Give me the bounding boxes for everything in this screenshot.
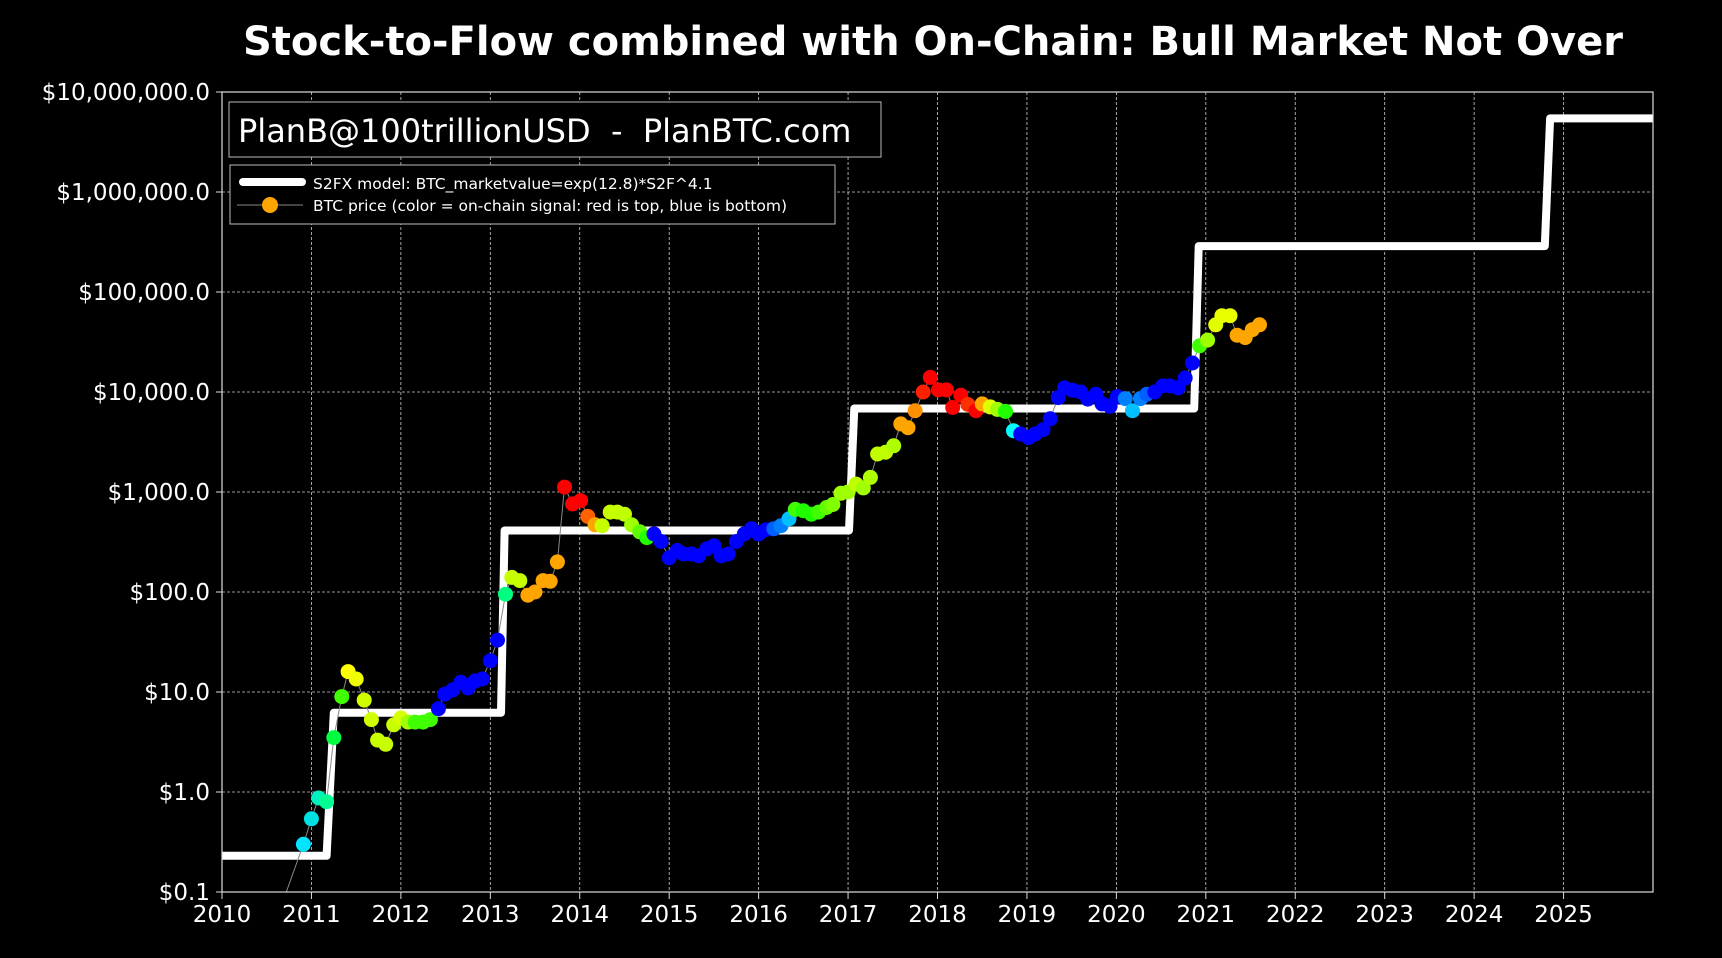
price-point	[474, 671, 490, 687]
price-point	[319, 794, 335, 810]
price-point	[295, 836, 311, 852]
price-point	[363, 712, 379, 728]
price-point	[1200, 332, 1216, 348]
x-tick-label: 2014	[550, 902, 609, 928]
price-point	[1177, 370, 1193, 386]
price-point	[900, 420, 916, 436]
x-tick-label: 2020	[1087, 902, 1146, 928]
y-tick-label: $1,000.0	[108, 480, 210, 506]
price-point	[490, 632, 505, 648]
price-point	[922, 369, 938, 385]
price-point	[907, 403, 923, 419]
price-point	[1035, 422, 1051, 438]
watermark-text: PlanB@100trillionUSD - PlanBTC.com	[238, 112, 851, 150]
price-point	[862, 469, 878, 485]
price-point	[422, 712, 438, 728]
legend-swatch-price-marker	[262, 197, 278, 213]
price-point	[998, 403, 1013, 419]
y-tick-label: $100,000.0	[78, 280, 210, 306]
chart-title: Stock-to-Flow combined with On-Chain: Bu…	[243, 19, 1623, 65]
price-point	[549, 554, 565, 570]
price-point	[512, 573, 528, 589]
x-tick-label: 2013	[461, 902, 520, 928]
x-tick-label: 2024	[1445, 902, 1504, 928]
legend: S2FX model: BTC_marketvalue=exp(12.8)*S2…	[229, 164, 836, 225]
price-point	[1117, 391, 1133, 407]
price-point	[1184, 355, 1200, 371]
price-point	[825, 497, 841, 512]
x-tick-label: 2023	[1355, 902, 1414, 928]
price-point	[886, 438, 902, 454]
x-tick-label: 2016	[729, 902, 788, 928]
x-tick-label: 2025	[1534, 902, 1593, 928]
watermark-box: PlanB@100trillionUSD - PlanBTC.com	[228, 101, 882, 158]
price-point	[303, 811, 319, 827]
y-tick-label: $10.0	[144, 680, 210, 706]
price-point	[498, 586, 513, 602]
x-axis: 2010 2011 2012 2013 2014 2015 2016 2017 2018 2019…	[193, 892, 1593, 928]
legend-label-price: BTC price (color = on-chain signal: red …	[313, 197, 787, 215]
price-point	[945, 400, 961, 415]
y-tick-label: $10,000,000.0	[42, 80, 210, 106]
x-tick-label: 2012	[372, 902, 431, 928]
price-point	[482, 653, 498, 669]
price-point	[617, 506, 632, 522]
price-point	[1125, 403, 1140, 419]
plot-series	[222, 114, 1653, 892]
price-point	[573, 493, 589, 509]
x-tick-label: 2021	[1177, 902, 1236, 928]
y-tick-label: $100.0	[130, 580, 210, 606]
y-tick-label: $0.1	[159, 880, 210, 906]
price-point	[356, 692, 372, 708]
x-tick-label: 2018	[908, 902, 967, 928]
price-point	[594, 518, 610, 534]
y-tick-label: $1.0	[159, 780, 210, 806]
price-point	[1222, 308, 1238, 324]
price-point	[378, 736, 394, 752]
legend-label-model: S2FX model: BTC_marketvalue=exp(12.8)*S2…	[313, 175, 713, 194]
price-point	[855, 480, 871, 496]
price-point	[542, 573, 558, 589]
price-point	[348, 671, 364, 687]
x-tick-label: 2019	[998, 902, 1057, 928]
price-point	[326, 730, 342, 746]
x-tick-label: 2017	[819, 902, 878, 928]
price-point	[334, 689, 350, 705]
price-point	[430, 701, 446, 717]
y-axis: $0.1 $1.0 $10.0 $100.0 $1,000.0 $10,000.0 $100…	[42, 80, 222, 906]
price-point	[557, 479, 572, 495]
price-point	[527, 584, 543, 600]
price-point	[1042, 411, 1058, 427]
price-point	[720, 546, 736, 562]
x-tick-label: 2022	[1266, 902, 1325, 928]
price-point	[938, 382, 954, 398]
plot-frame	[221, 91, 1654, 893]
y-tick-label: $10,000.0	[93, 380, 210, 406]
x-tick-label: 2010	[193, 902, 252, 928]
price-point	[1252, 317, 1267, 333]
x-tick-label: 2011	[282, 902, 341, 928]
x-tick-label: 2015	[640, 902, 699, 928]
price-point	[653, 534, 669, 549]
price-point	[915, 384, 931, 400]
y-tick-label: $1,000,000.0	[56, 180, 210, 206]
